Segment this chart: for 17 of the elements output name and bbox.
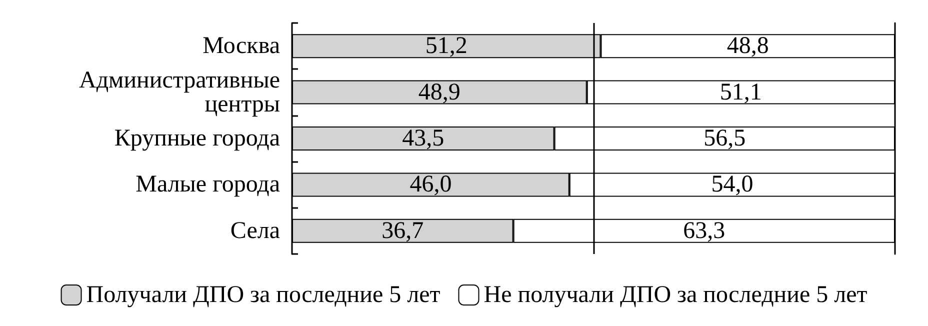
legend-label: Не получали ДПО за последние 5 лет <box>484 282 868 308</box>
data-label: 56,5 <box>704 126 746 152</box>
data-label: 36,7 <box>382 218 424 244</box>
data-label: 48,8 <box>726 33 769 60</box>
data-label: 46,0 <box>410 172 452 198</box>
data-label: 63,3 <box>683 218 726 244</box>
y-tick-label: Крупные города <box>114 126 280 152</box>
data-label: 51,1 <box>720 79 762 106</box>
data-label: 54,0 <box>711 172 754 198</box>
data-label: 48,9 <box>418 79 460 106</box>
legend-label: Получали ДПО за последние 5 лет <box>86 282 441 308</box>
y-tick-label: Административные центры <box>78 67 280 118</box>
data-label: 43,5 <box>402 126 444 152</box>
y-tick-label: Малые города <box>136 172 280 198</box>
y-tick-label: Села <box>230 218 280 244</box>
data-label: 51,2 <box>425 33 468 60</box>
y-tick-label: Москва <box>202 33 280 60</box>
